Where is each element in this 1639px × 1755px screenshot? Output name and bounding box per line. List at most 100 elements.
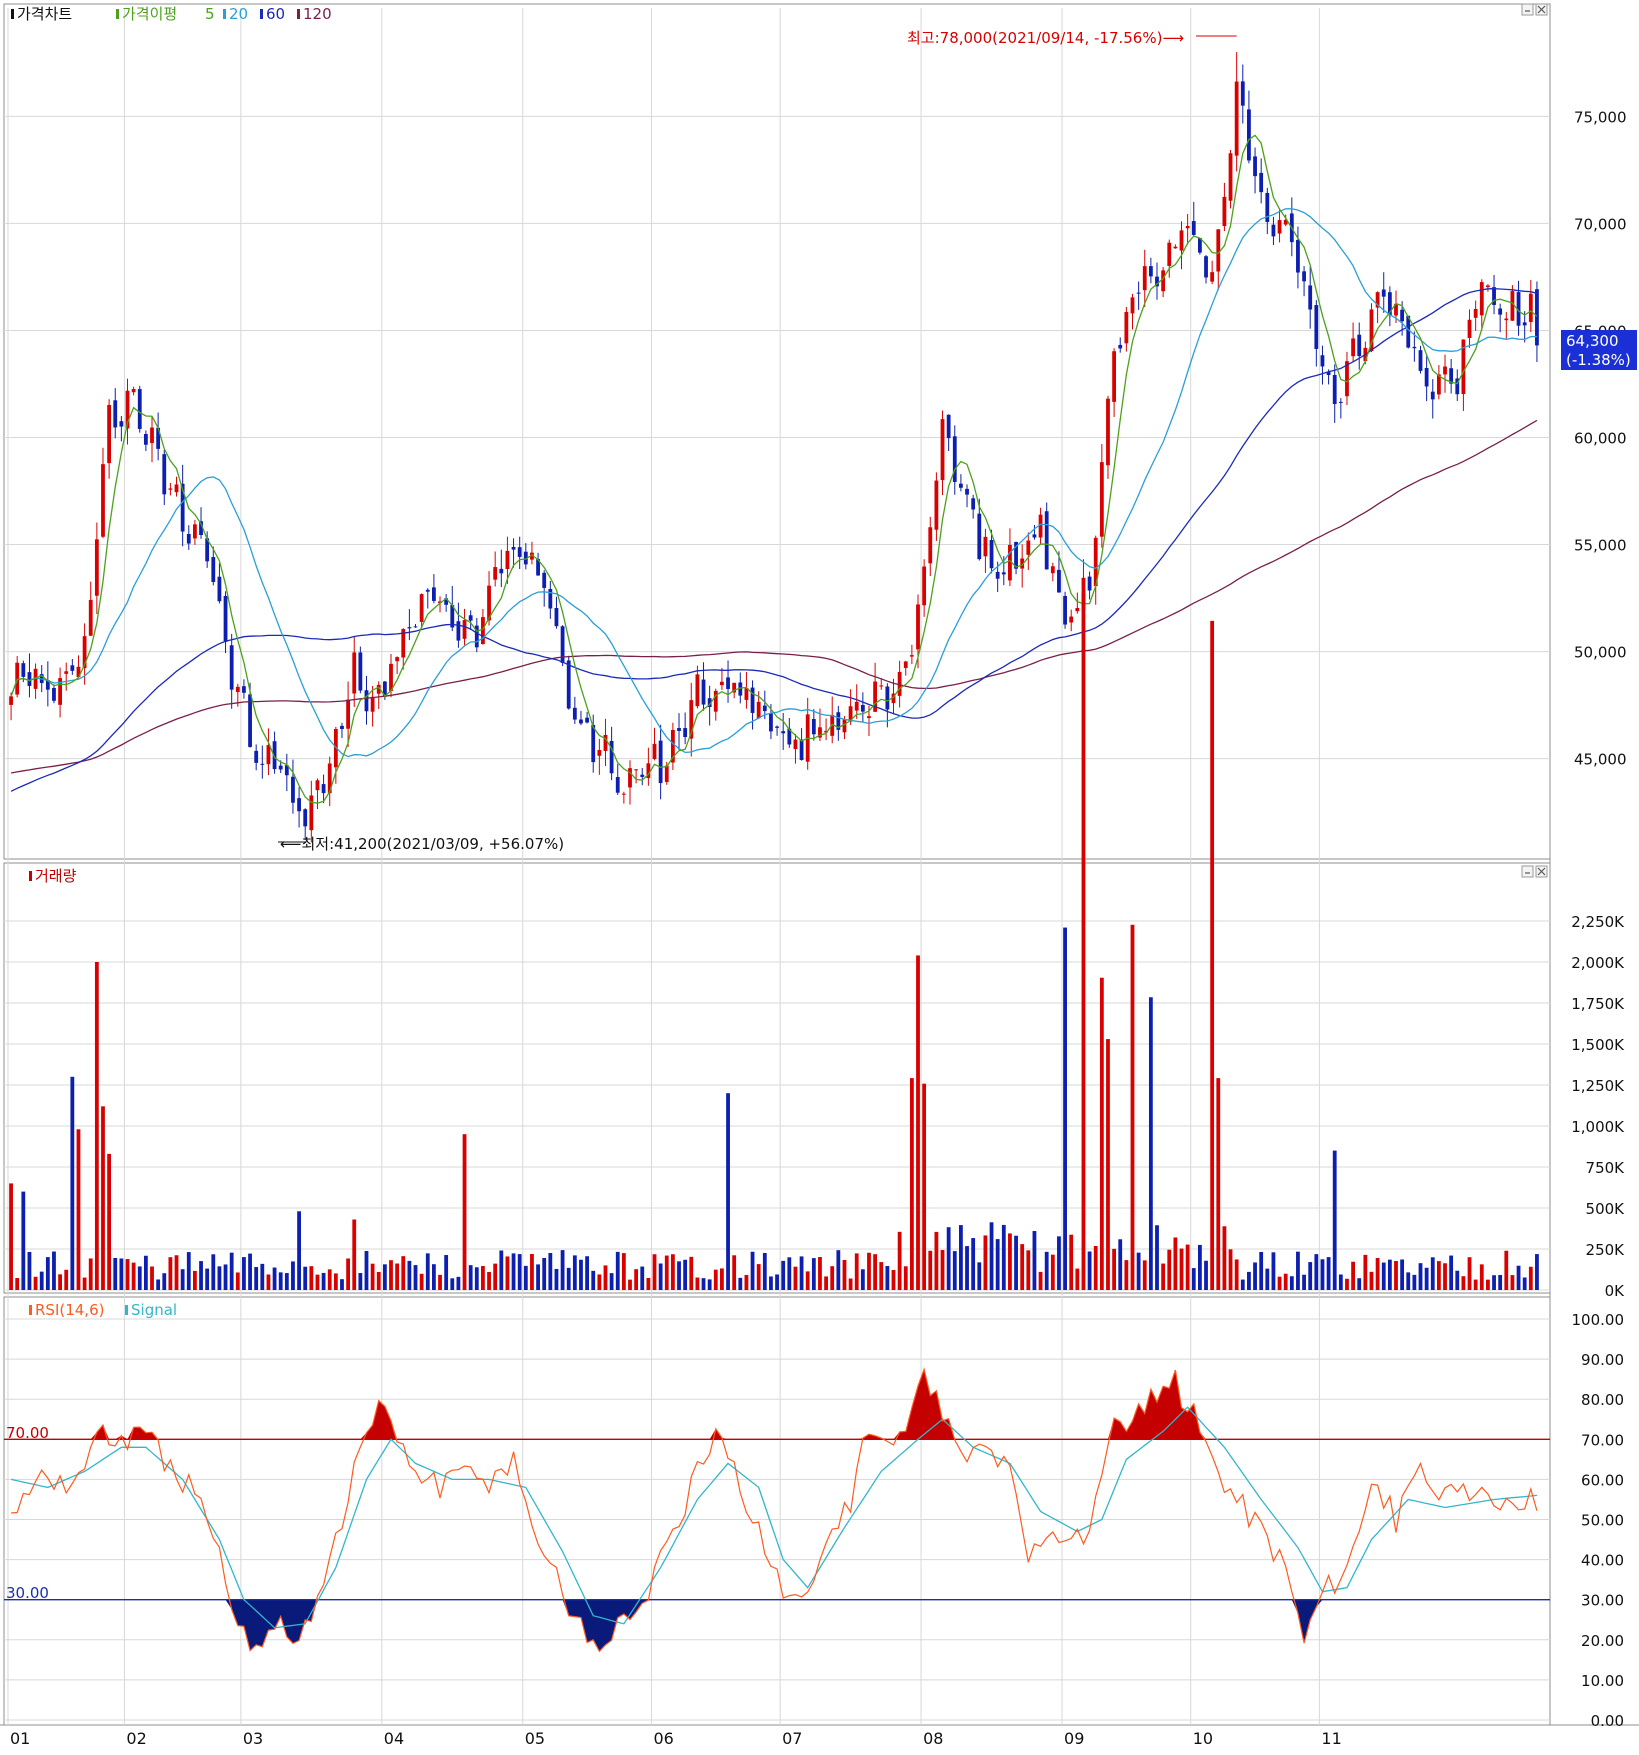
volume-bar (640, 1266, 645, 1290)
candle-body (33, 668, 38, 689)
volume-tick-label: 1,750K (1571, 995, 1625, 1013)
volume-bar (1044, 1251, 1049, 1290)
volume-bar (1424, 1267, 1429, 1290)
volume-bar (235, 1272, 240, 1290)
volume-bar (1473, 1279, 1478, 1290)
candle-body (425, 589, 430, 592)
candle-body (1308, 285, 1313, 310)
candle-body (211, 557, 216, 583)
volume-bar (327, 1269, 332, 1290)
volume-bar (793, 1266, 798, 1290)
volume-bar (830, 1266, 835, 1290)
candle-body (548, 589, 553, 609)
price-pane-buttons[interactable] (1521, 3, 1548, 16)
volume-bar (1498, 1274, 1503, 1290)
volume-bar (1369, 1271, 1374, 1290)
candle-body (64, 671, 69, 674)
volume-legend: 거래량 (29, 867, 77, 885)
volume-bar (137, 1266, 142, 1290)
volume-bar (1289, 1276, 1294, 1290)
candle-body (579, 719, 583, 724)
x-tick-label: 06 (653, 1729, 673, 1748)
candle-body (1283, 219, 1288, 225)
volume-bar (248, 1253, 252, 1290)
volume-bar (670, 1254, 675, 1290)
candle-body (995, 571, 1000, 579)
volume-bar (1314, 1254, 1319, 1290)
rsi-tick-label: 50.00 (1581, 1512, 1624, 1530)
volume-bar (303, 1266, 308, 1290)
volume-bar (928, 1250, 933, 1290)
minimize-icon[interactable] (1521, 865, 1534, 878)
volume-pane-buttons[interactable] (1521, 865, 1548, 878)
volume-bar (272, 1267, 277, 1290)
candle-body (1014, 541, 1018, 569)
volume-bar (867, 1252, 871, 1290)
candle-body (640, 774, 645, 777)
candle-body (1332, 374, 1337, 404)
volume-bar (346, 1258, 351, 1290)
volume-bar (1173, 1237, 1178, 1290)
volume-bar (824, 1276, 828, 1290)
candle-body (879, 685, 884, 687)
candle-body (1124, 311, 1129, 344)
rsi-tick-label: 20.00 (1581, 1632, 1624, 1650)
candle-body (689, 700, 694, 739)
candle-body (1375, 292, 1380, 308)
candle-body (744, 688, 749, 700)
volume-tick-label: 2,000K (1571, 954, 1625, 972)
candle-body (1228, 153, 1233, 201)
candle-body (168, 488, 173, 490)
candle-body (481, 617, 485, 644)
candle-body (1234, 81, 1239, 156)
candle-body (1296, 239, 1300, 273)
volume-bar (536, 1264, 540, 1290)
volume-bar (1075, 1268, 1080, 1290)
volume-bar (769, 1276, 773, 1290)
candle-body (536, 559, 540, 576)
volume-bar (597, 1274, 602, 1290)
candle-body (217, 576, 222, 602)
volume-bar (1057, 1236, 1061, 1290)
volume-bar (775, 1274, 779, 1290)
candle-body (1522, 322, 1527, 326)
volume-bar (1093, 1245, 1098, 1290)
candle-body (1461, 339, 1466, 395)
candle-body (732, 682, 737, 693)
legend-price-chart: 가격차트 (17, 5, 72, 23)
candle-body (1044, 511, 1049, 570)
candle-body (327, 763, 332, 794)
volume-bar (1504, 1250, 1509, 1290)
minimize-icon[interactable] (1521, 3, 1534, 16)
candle-body (156, 427, 161, 449)
volume-bar (1296, 1251, 1300, 1290)
volume-bar (946, 1227, 951, 1290)
candle-body (1069, 616, 1074, 623)
low-annotation: ⟵최저:41,200(2021/03/09, +56.07%) (280, 835, 564, 853)
volume-bar (1106, 1039, 1110, 1290)
candle-body (799, 739, 804, 760)
candle-body (670, 729, 675, 763)
candle-body (707, 698, 712, 708)
volume-bar (1185, 1244, 1190, 1290)
candle-body (664, 765, 669, 783)
candle-body (101, 464, 105, 537)
candle-body (1449, 368, 1454, 384)
volume-bar (1412, 1274, 1417, 1290)
volume-bar (677, 1261, 681, 1290)
candle-body (1148, 266, 1153, 277)
volume-bar (186, 1252, 191, 1290)
candle-body (591, 724, 596, 763)
volume-bar (229, 1252, 234, 1290)
candle-body (1271, 224, 1276, 237)
volume-bar (1302, 1274, 1306, 1290)
volume-bar (554, 1268, 559, 1290)
candle-body (474, 625, 479, 648)
candle-body (1191, 221, 1196, 235)
legend-signal: Signal (131, 1301, 177, 1319)
volume-bar (21, 1191, 26, 1290)
volume-bar (1124, 1260, 1129, 1290)
candle-body (1418, 350, 1423, 371)
